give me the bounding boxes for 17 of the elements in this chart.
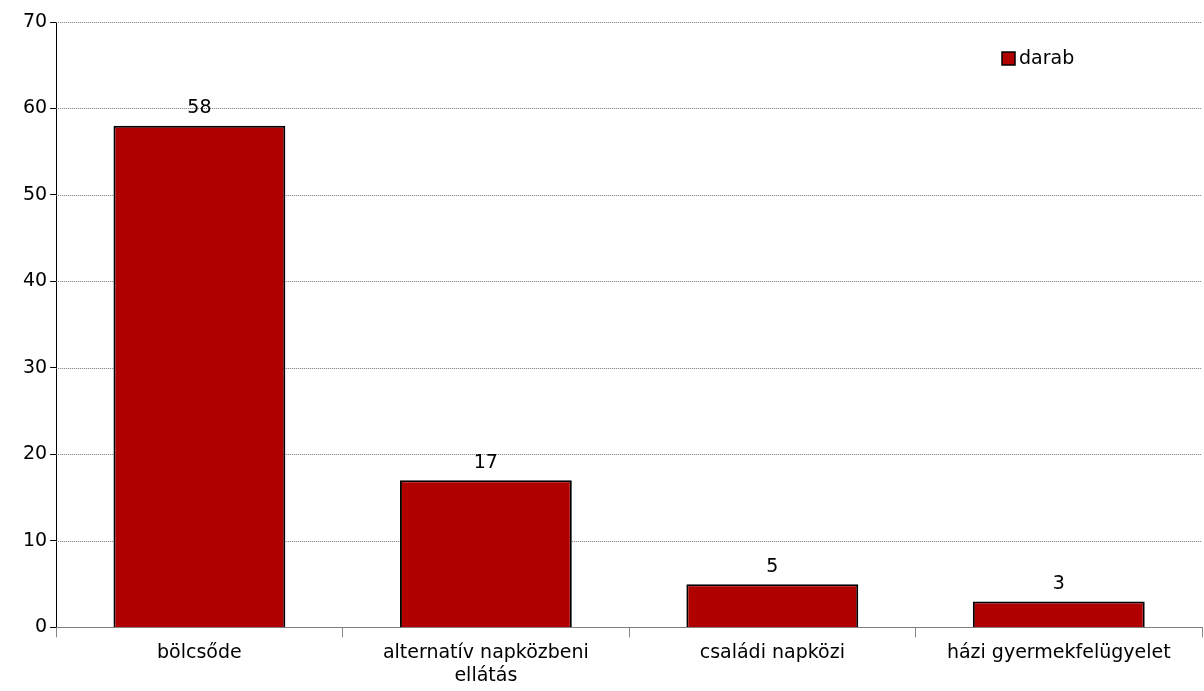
y-tick-label: 40 — [22, 268, 48, 291]
y-tick-label: 50 — [22, 181, 48, 204]
x-tick-label: bölcsőde — [157, 639, 242, 662]
y-tick-label: 0 — [35, 614, 48, 637]
y-tick-label: 60 — [22, 95, 48, 118]
y-tick-label: 30 — [22, 354, 48, 377]
data-label: 58 — [187, 95, 212, 118]
y-tick-label: 20 — [22, 441, 48, 464]
data-label: 17 — [473, 449, 498, 472]
data-label: 3 — [1052, 570, 1065, 593]
y-tick-label: 70 — [22, 8, 48, 31]
y-tick-label: 10 — [22, 527, 48, 550]
data-label: 5 — [766, 553, 779, 576]
legend-label: darab — [1019, 45, 1075, 68]
x-tick-label: alternatív napközbeni ellátás — [382, 639, 589, 685]
x-tick-label: családi napközi — [699, 639, 845, 662]
x-tick-label: házi gyermekfelügyelet — [946, 639, 1171, 662]
